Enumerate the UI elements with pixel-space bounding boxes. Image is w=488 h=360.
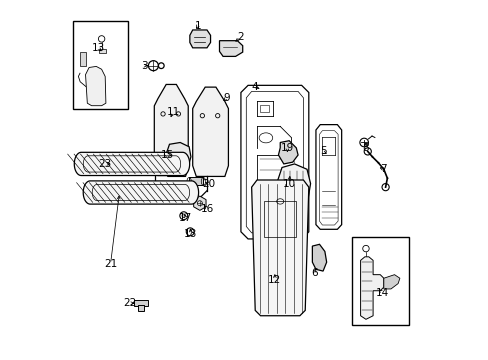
Text: 21: 21 bbox=[104, 259, 117, 269]
Text: 8: 8 bbox=[362, 143, 368, 153]
Polygon shape bbox=[278, 141, 298, 164]
Polygon shape bbox=[276, 164, 310, 216]
Polygon shape bbox=[165, 143, 190, 176]
Bar bbox=[73, 21, 128, 109]
Polygon shape bbox=[251, 180, 308, 316]
Text: 19: 19 bbox=[280, 143, 293, 153]
Text: 13: 13 bbox=[91, 43, 104, 53]
Text: 12: 12 bbox=[268, 275, 281, 285]
Text: 22: 22 bbox=[123, 298, 137, 308]
Text: 11: 11 bbox=[166, 107, 179, 117]
Text: 4: 4 bbox=[251, 82, 258, 92]
Polygon shape bbox=[85, 66, 106, 106]
Text: 1: 1 bbox=[194, 21, 201, 31]
Polygon shape bbox=[189, 30, 210, 48]
Text: 6: 6 bbox=[310, 268, 317, 278]
Bar bbox=[259, 105, 268, 112]
Text: 20: 20 bbox=[202, 179, 215, 189]
Text: 18: 18 bbox=[184, 229, 197, 239]
Bar bbox=[99, 49, 106, 53]
Bar bbox=[80, 52, 85, 66]
Text: 7: 7 bbox=[380, 164, 386, 174]
Polygon shape bbox=[360, 257, 383, 319]
Text: 5: 5 bbox=[319, 147, 325, 157]
Text: 23: 23 bbox=[99, 159, 112, 169]
Polygon shape bbox=[154, 85, 188, 176]
Text: 9: 9 bbox=[223, 93, 229, 103]
Text: 17: 17 bbox=[179, 212, 192, 222]
Polygon shape bbox=[83, 181, 198, 204]
Text: 15: 15 bbox=[161, 150, 174, 160]
Text: 3: 3 bbox=[141, 61, 147, 71]
Bar bbox=[264, 202, 296, 237]
Polygon shape bbox=[74, 152, 189, 176]
Polygon shape bbox=[383, 275, 399, 289]
Text: 10: 10 bbox=[282, 179, 295, 189]
Polygon shape bbox=[219, 41, 242, 57]
Bar bbox=[138, 305, 143, 311]
Text: 14: 14 bbox=[375, 288, 388, 297]
Bar bbox=[189, 177, 203, 185]
Bar bbox=[351, 237, 408, 325]
Bar bbox=[134, 300, 148, 306]
Text: 16: 16 bbox=[200, 203, 213, 213]
Polygon shape bbox=[312, 244, 326, 271]
Text: 2: 2 bbox=[237, 32, 244, 42]
Polygon shape bbox=[193, 196, 205, 210]
Polygon shape bbox=[192, 87, 228, 176]
